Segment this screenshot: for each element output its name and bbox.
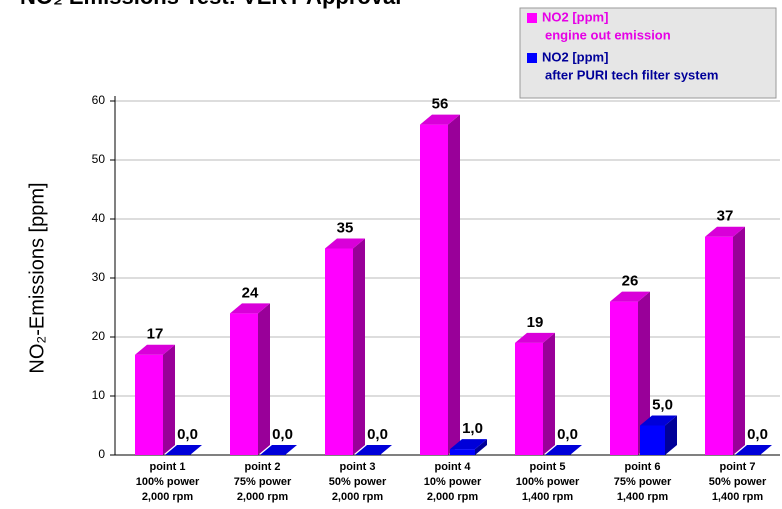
x-tick-label: 1,400 rpm (712, 491, 764, 503)
x-tick-label: point 3 (339, 461, 375, 473)
x-tick-label: 75% power (234, 476, 292, 488)
value-label: 37 (717, 208, 734, 225)
x-tick-label: 100% power (516, 476, 580, 488)
bar-face (705, 226, 745, 237)
x-tick-label: 10% power (424, 476, 482, 488)
y-tick-label: 0 (98, 447, 105, 461)
y-tick-label: 60 (92, 93, 106, 107)
x-tick-label: 50% power (329, 476, 387, 488)
value-label: 24 (242, 284, 259, 301)
bar-face (165, 445, 202, 455)
y-tick-label: 40 (92, 211, 106, 225)
x-tick-label: 2,000 rpm (332, 491, 384, 503)
legend-label: engine out emission (545, 27, 671, 42)
bar-face (733, 226, 745, 455)
bar-face (450, 449, 475, 455)
value-label: 0,0 (557, 426, 578, 443)
value-label: 0,0 (747, 426, 768, 443)
legend-label: NO2 [ppm] (542, 49, 608, 64)
bar (450, 439, 487, 455)
y-tick-label: 30 (92, 270, 106, 284)
bar-face (735, 445, 772, 455)
legend-label: NO2 [ppm] (542, 9, 608, 24)
bar-face (135, 344, 175, 355)
bar (640, 415, 677, 455)
y-tick-label: 50 (92, 152, 106, 166)
bar-face (230, 313, 258, 455)
x-tick-label: 2,000 rpm (427, 491, 479, 503)
x-tick-label: point 2 (244, 461, 280, 473)
bar (135, 344, 175, 455)
bar-face (515, 332, 555, 343)
bar-face (705, 236, 733, 455)
bar (735, 445, 772, 455)
bar-face (638, 291, 650, 455)
bar-face (543, 332, 555, 455)
value-label: 0,0 (367, 426, 388, 443)
bar-face (450, 439, 487, 450)
bar (610, 291, 650, 455)
bar-face (325, 248, 353, 455)
bar-face (610, 301, 638, 455)
x-tick-label: point 4 (434, 461, 471, 473)
bar-face (420, 124, 448, 455)
bar (545, 445, 582, 455)
x-tick-label: point 1 (149, 461, 185, 473)
bar (705, 226, 745, 455)
bar (325, 238, 365, 455)
bar (515, 332, 555, 455)
legend-swatch (527, 53, 537, 63)
bar (165, 445, 202, 455)
value-label: 56 (432, 96, 449, 113)
bar (230, 303, 270, 455)
x-tick-label: 75% power (614, 476, 672, 488)
legend-box (519, 7, 777, 99)
x-tick-label: 100% power (136, 476, 200, 488)
bar (420, 114, 460, 455)
bar-face (325, 238, 365, 249)
bar-face (420, 114, 460, 125)
bar-face (135, 354, 163, 455)
value-label: 0,0 (177, 426, 198, 443)
y-tick-label: 10 (92, 388, 106, 402)
bar-face (515, 342, 543, 455)
bar-face (545, 445, 582, 455)
bar-face (353, 238, 365, 455)
value-label: 1,0 (462, 420, 483, 437)
bar-face (163, 344, 175, 455)
bar-face (610, 291, 650, 302)
legend-swatch (527, 13, 537, 23)
x-tick-label: 50% power (709, 476, 767, 488)
bar-face (665, 415, 677, 455)
bar-face (475, 439, 487, 455)
value-label: 17 (147, 326, 164, 343)
value-label: 19 (527, 314, 544, 331)
bar (355, 445, 392, 455)
bar-face (230, 303, 270, 314)
value-label: 35 (337, 219, 354, 236)
y-tick-label: 20 (92, 329, 106, 343)
x-tick-label: 1,400 rpm (522, 491, 574, 503)
bar-face (355, 445, 392, 455)
bar (260, 445, 297, 455)
x-tick-label: point 6 (624, 461, 660, 473)
bar-face (258, 303, 270, 455)
bar-face (448, 114, 460, 455)
x-tick-label: point 5 (529, 461, 565, 473)
x-tick-label: 2,000 rpm (237, 491, 289, 503)
value-label: 26 (622, 273, 639, 290)
bar-face (640, 425, 665, 455)
x-tick-label: 2,000 rpm (142, 491, 194, 503)
bar-face (260, 445, 297, 455)
x-tick-label: 1,400 rpm (617, 491, 669, 503)
bar-face (640, 415, 677, 426)
legend-label: after PURI tech filter system (545, 67, 718, 82)
value-label: 0,0 (272, 426, 293, 443)
x-tick-label: point 7 (719, 461, 755, 473)
y-axis-label: NO₂-Emissions [ppm] (26, 182, 48, 373)
chart-title: NO₂ Emissions Test: VERT Approval (20, 0, 401, 9)
value-label: 5,0 (652, 396, 673, 413)
